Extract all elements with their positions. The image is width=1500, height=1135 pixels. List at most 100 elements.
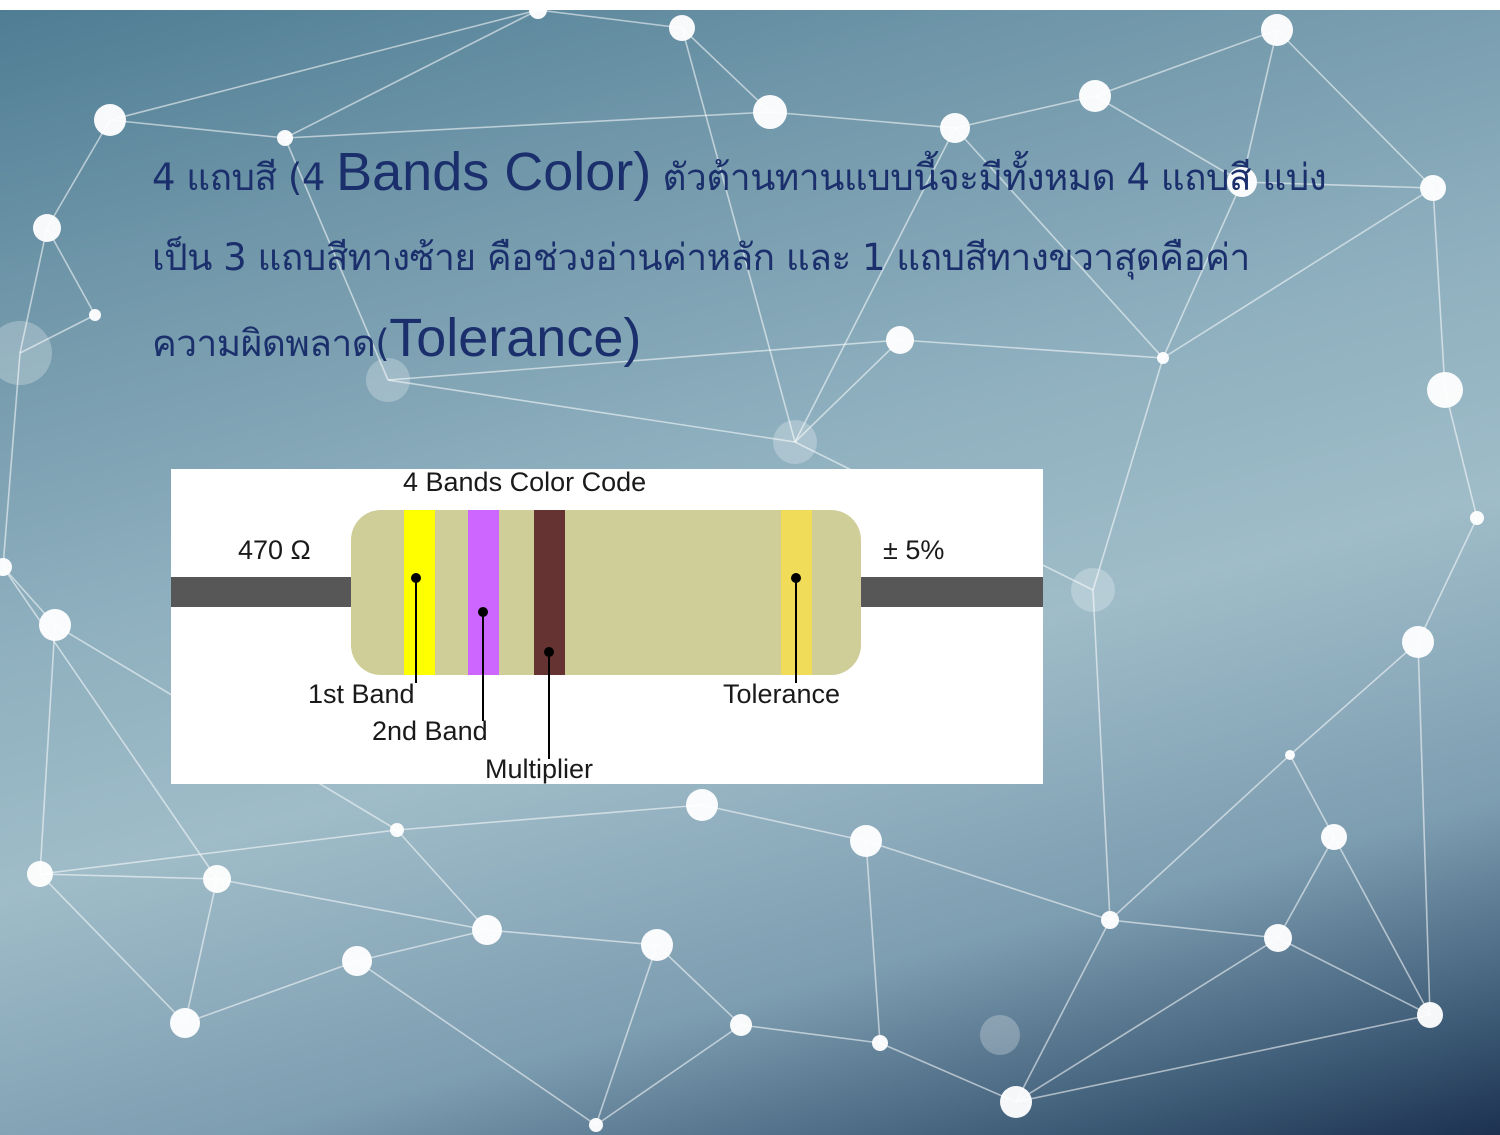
label-2nd-band: 2nd Band bbox=[372, 716, 488, 746]
network-edge bbox=[2, 566, 218, 880]
network-edge bbox=[595, 944, 658, 1126]
network-edge bbox=[865, 840, 881, 1044]
network-edge bbox=[701, 804, 867, 842]
headline-part-2: ตัวต้านทานแบบนี้จะมีทั้งหมด 4 แถบสี แบ่ง… bbox=[152, 156, 1327, 365]
network-edge bbox=[184, 960, 358, 1024]
network-edge bbox=[1092, 589, 1111, 921]
network-edge bbox=[1417, 641, 1431, 1016]
network-edge bbox=[109, 10, 539, 121]
network-edge bbox=[184, 878, 218, 1024]
network-node bbox=[0, 321, 52, 385]
network-node bbox=[0, 558, 12, 576]
network-node bbox=[940, 113, 970, 143]
network-node bbox=[641, 929, 673, 961]
network-background bbox=[0, 10, 1484, 1132]
network-node bbox=[1101, 911, 1119, 929]
network-node bbox=[33, 214, 61, 242]
network-node bbox=[472, 915, 502, 945]
network-node bbox=[1264, 924, 1292, 952]
network-edge bbox=[39, 873, 186, 1024]
network-node bbox=[89, 309, 101, 321]
network-edge bbox=[1276, 29, 1434, 189]
network-node bbox=[730, 1014, 752, 1036]
network-edge bbox=[1289, 641, 1419, 756]
network-node bbox=[1261, 14, 1293, 46]
network-edge bbox=[681, 27, 771, 113]
network-edge bbox=[595, 1024, 742, 1126]
network-edge bbox=[1417, 517, 1478, 643]
network-node bbox=[980, 1015, 1020, 1055]
network-node bbox=[1417, 1002, 1443, 1028]
network-node bbox=[1420, 175, 1446, 201]
network-edge bbox=[46, 119, 111, 229]
network-edge bbox=[537, 10, 683, 29]
network-edge bbox=[1015, 937, 1279, 1103]
network-edge bbox=[1444, 389, 1478, 519]
network-node bbox=[39, 609, 71, 641]
network-edge bbox=[954, 127, 1164, 359]
band-1-dot bbox=[411, 573, 421, 583]
label-multiplier: Multiplier bbox=[485, 754, 594, 784]
resistor-graphic bbox=[171, 510, 1043, 759]
network-node bbox=[366, 358, 410, 402]
network-edge bbox=[396, 829, 488, 931]
network-node bbox=[1157, 352, 1169, 364]
network-edge bbox=[284, 137, 389, 381]
diagram-title: 4 Bands Color Code bbox=[403, 467, 647, 497]
network-edge bbox=[794, 127, 956, 443]
network-node bbox=[1402, 626, 1434, 658]
network-edge bbox=[769, 111, 956, 129]
network-node bbox=[1470, 511, 1484, 525]
network-node bbox=[850, 825, 882, 857]
network-node bbox=[390, 823, 404, 837]
network-edge bbox=[1109, 919, 1279, 939]
headline-part-1: 4 แถบสี (4 bbox=[152, 156, 337, 199]
network-edge bbox=[387, 339, 901, 381]
network-edge bbox=[284, 10, 539, 139]
network-node bbox=[529, 10, 547, 19]
network-edge bbox=[39, 829, 398, 875]
network-edge bbox=[954, 95, 1096, 129]
network-edge bbox=[1094, 95, 1243, 183]
network-node bbox=[277, 130, 293, 146]
network-edge bbox=[356, 929, 488, 962]
network-edge bbox=[794, 339, 901, 443]
label-1st-band: 1st Band bbox=[308, 679, 415, 709]
network-edge bbox=[39, 624, 56, 875]
network-edge bbox=[1333, 836, 1431, 1016]
network-node bbox=[1071, 568, 1115, 612]
network-edge bbox=[1432, 187, 1446, 391]
network-node bbox=[1227, 167, 1257, 197]
network-edge bbox=[1162, 187, 1434, 359]
headline-bands-color: Bands Color) bbox=[336, 142, 652, 202]
network-edge bbox=[1162, 181, 1243, 359]
network-edge bbox=[879, 1042, 1017, 1103]
network-node bbox=[170, 1008, 200, 1038]
slide: 4 แถบสี (4 Bands Color) ตัวต้านทานแบบนี้… bbox=[0, 10, 1500, 1135]
slide-headline: 4 แถบสี (4 Bands Color) ตัวต้านทานแบบนี้… bbox=[152, 132, 1332, 384]
network-edge bbox=[1015, 1014, 1431, 1103]
network-edge bbox=[486, 929, 658, 946]
network-node bbox=[686, 789, 718, 821]
network-edge bbox=[1241, 181, 1434, 189]
resistor-diagram: 4 Bands Color Code 470 Ω ± 5% 1st Band 2… bbox=[171, 467, 1043, 784]
network-edge bbox=[865, 840, 1111, 921]
network-edge bbox=[1092, 357, 1164, 591]
network-node bbox=[669, 15, 695, 41]
network-edge bbox=[216, 878, 488, 931]
network-edge bbox=[899, 339, 1164, 359]
band-1 bbox=[404, 510, 435, 675]
network-node bbox=[753, 95, 787, 129]
network-node bbox=[27, 861, 53, 887]
network-node bbox=[1285, 750, 1295, 760]
network-edge bbox=[1277, 836, 1335, 939]
network-node bbox=[1079, 80, 1111, 112]
network-node bbox=[1321, 824, 1347, 850]
network-edge bbox=[681, 27, 796, 443]
network-node bbox=[872, 1035, 888, 1051]
network-edge bbox=[2, 352, 21, 568]
network-edge bbox=[284, 111, 771, 139]
network-edge bbox=[109, 119, 286, 139]
network-node bbox=[886, 326, 914, 354]
network-edge bbox=[1241, 29, 1278, 183]
